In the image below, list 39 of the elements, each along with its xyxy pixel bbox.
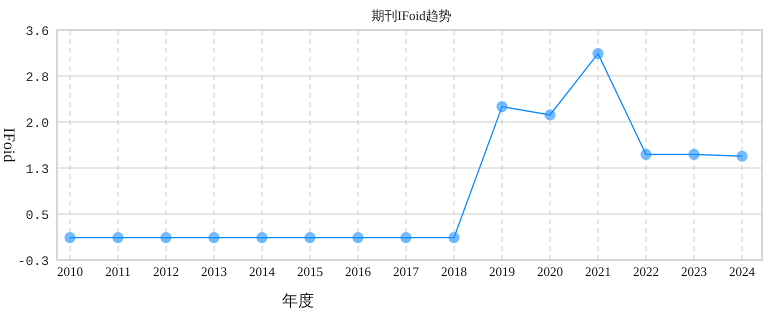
x-axis-title: 年度 — [282, 292, 314, 310]
x-tick-label: 2019 — [489, 264, 515, 279]
x-tick-label: 2016 — [345, 264, 372, 279]
point — [256, 232, 268, 244]
x-tick-label: 2014 — [249, 264, 276, 279]
point — [352, 232, 364, 244]
point — [304, 232, 316, 244]
x-tick-label: 2022 — [633, 264, 659, 279]
y-axis-title: IFoid — [0, 128, 17, 162]
x-tick-label: 2017 — [393, 264, 420, 279]
x-tick-label: 2012 — [153, 264, 179, 279]
y-tick-label: 2.8 — [26, 70, 49, 85]
y-tick-label: 0.5 — [26, 208, 49, 223]
y-tick-label: 3.6 — [26, 24, 49, 39]
point — [544, 109, 556, 120]
point — [496, 101, 508, 112]
y-tick-label: 1.3 — [26, 162, 49, 177]
point — [640, 148, 652, 160]
x-tick-label: 2021 — [585, 264, 611, 279]
point — [448, 232, 460, 244]
x-tick-label: 2020 — [537, 264, 563, 279]
x-tick-label: 2015 — [297, 264, 323, 279]
y-tick-label: -0.3 — [18, 254, 49, 269]
point — [736, 150, 748, 162]
chart-title: 期刊IFoid趋势 — [371, 8, 452, 23]
x-tick-label: 2010 — [57, 264, 83, 279]
x-tick-label: 2024 — [729, 264, 756, 279]
point — [160, 232, 172, 244]
x-tick-label: 2023 — [681, 264, 707, 279]
point — [64, 232, 76, 244]
point — [112, 232, 124, 244]
point — [688, 148, 700, 160]
x-tick-label: 2013 — [201, 264, 227, 279]
y-tick-label: 2.0 — [26, 116, 49, 131]
x-tick-label: 2011 — [105, 264, 131, 279]
point — [208, 232, 220, 244]
x-tick-label: 2018 — [441, 264, 467, 279]
point — [400, 232, 412, 244]
point — [592, 48, 604, 60]
